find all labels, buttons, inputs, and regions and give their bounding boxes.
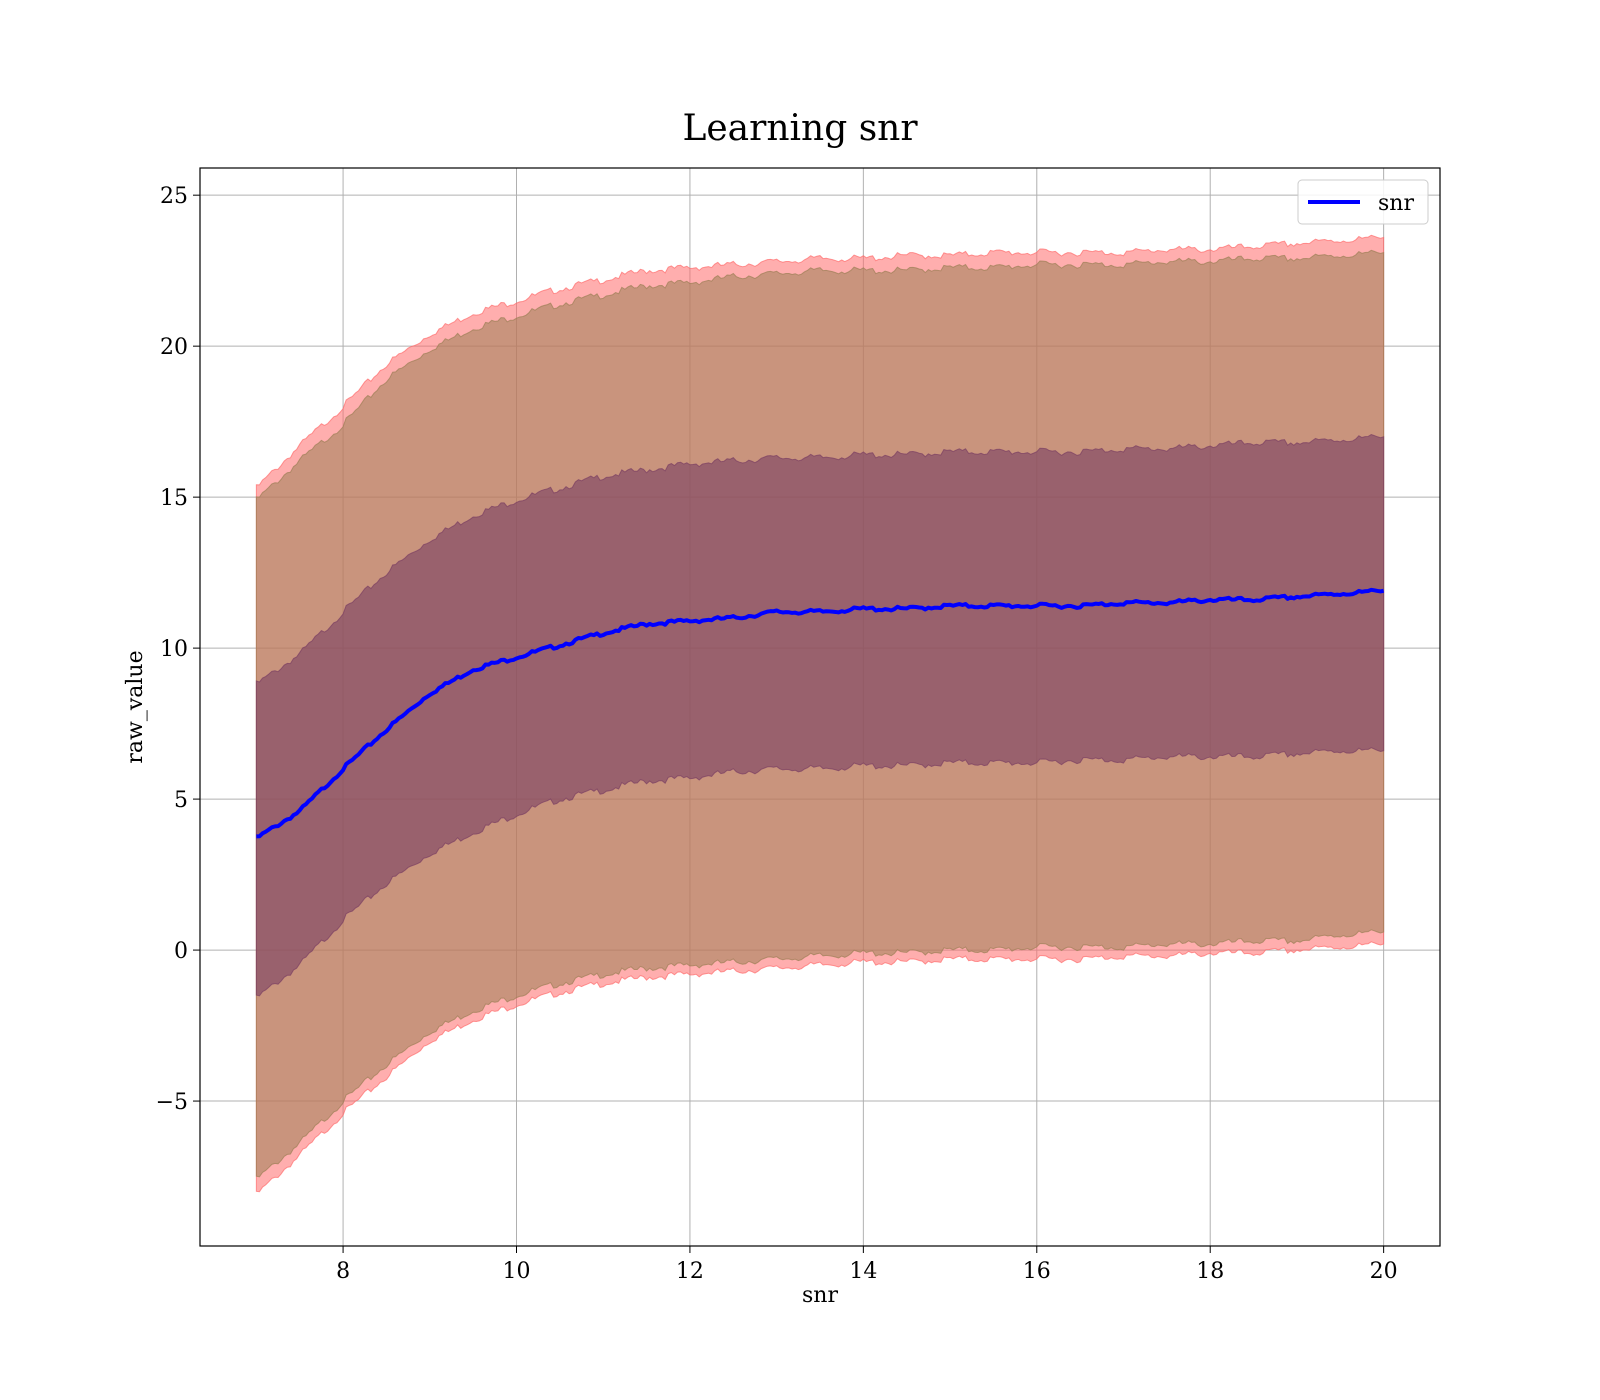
plot-frame (199, 167, 1441, 1247)
y-tick-label: 25 (160, 184, 188, 209)
x-tick-label: 14 (849, 1259, 877, 1284)
series-line-snr (256, 587, 1385, 839)
y-tick-label: −5 (156, 1090, 188, 1115)
x-tick-label: 16 (1023, 1259, 1051, 1284)
y-tick-label: 20 (160, 335, 188, 360)
y-tick-label: 5 (174, 788, 188, 813)
band-layer (255, 234, 1385, 1193)
legend-label-snr: snr (1378, 191, 1414, 216)
x-tick-label: 10 (503, 1259, 531, 1284)
y-tick-label: 0 (174, 939, 188, 964)
line-layer (256, 587, 1385, 839)
legend-box (1297, 179, 1429, 225)
tick-layer: 8 10 12 14 16 18 20 −5 0 5 10 15 20 25 (156, 184, 1398, 1284)
x-tick-label: 8 (336, 1259, 350, 1284)
y-axis-label: raw_value (123, 650, 148, 763)
confidence-band-2 (255, 433, 1385, 997)
x-tick-label: 18 (1196, 1259, 1224, 1284)
y-tick-label: 10 (160, 637, 188, 662)
legend: snr (1297, 179, 1429, 225)
x-tick-label: 12 (676, 1259, 704, 1284)
x-tick-label: 20 (1370, 1259, 1398, 1284)
y-tick-label: 15 (160, 486, 188, 511)
x-axis-label: snr (802, 1283, 838, 1308)
chart-title: Learning snr (682, 108, 918, 149)
